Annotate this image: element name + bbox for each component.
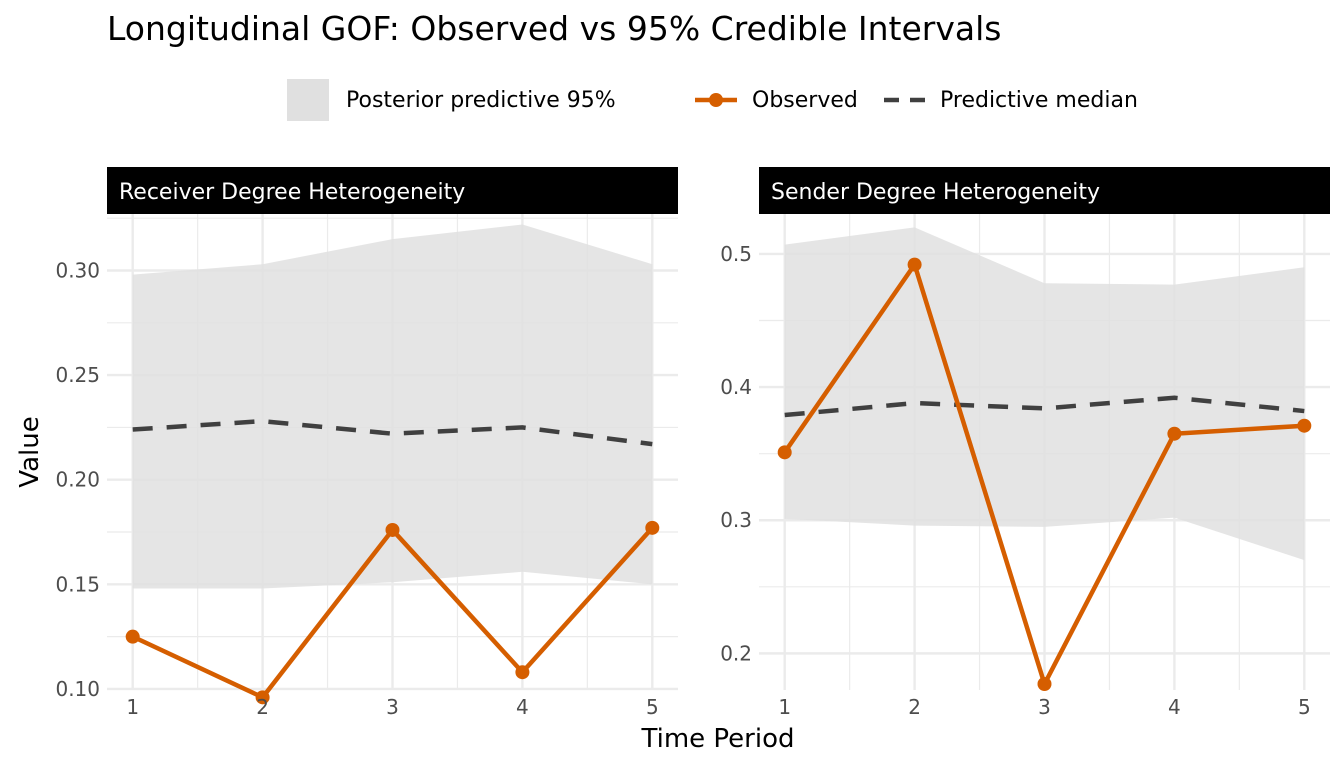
y-tick-label: 0.2 bbox=[720, 641, 752, 665]
legend-key-observed-point bbox=[709, 93, 723, 107]
x-tick-label: 4 bbox=[516, 695, 529, 719]
observed-point bbox=[255, 690, 270, 705]
y-tick-label: 0.25 bbox=[55, 363, 100, 387]
y-tick-label: 0.20 bbox=[55, 468, 100, 492]
chart-title: Longitudinal GOF: Observed vs 95% Credib… bbox=[107, 9, 1001, 48]
x-tick-label: 5 bbox=[646, 695, 659, 719]
y-tick-label: 0.4 bbox=[720, 375, 752, 399]
observed-point bbox=[1037, 677, 1052, 692]
x-tick-label: 1 bbox=[126, 695, 139, 719]
legend-label-observed: Observed bbox=[752, 88, 858, 113]
x-tick-label: 3 bbox=[1038, 695, 1051, 719]
y-tick-label: 0.5 bbox=[720, 242, 752, 266]
y-tick-label: 0.10 bbox=[55, 677, 100, 701]
y-tick-label: 0.3 bbox=[720, 508, 752, 532]
credible-band bbox=[132, 224, 653, 589]
observed-point bbox=[645, 520, 660, 535]
x-tick-label: 4 bbox=[1168, 695, 1181, 719]
panel-1: Receiver Degree Heterogeneity 0.10 0.15 0.2… bbox=[55, 167, 678, 719]
credible-band bbox=[784, 227, 1305, 561]
observed-point bbox=[1297, 418, 1312, 433]
panel-strip-label: Sender Degree Heterogeneity bbox=[771, 180, 1100, 205]
observed-point bbox=[907, 257, 922, 272]
legend: Posterior predictive 95% Observed Predic… bbox=[287, 79, 1138, 121]
observed-point bbox=[125, 629, 140, 644]
observed-point bbox=[515, 665, 530, 680]
y-axis-label: Value bbox=[15, 416, 45, 487]
panel-strip bbox=[759, 167, 1330, 214]
x-tick-label: 3 bbox=[386, 695, 399, 719]
x-tick-label: 1 bbox=[778, 695, 791, 719]
legend-label-median: Predictive median bbox=[940, 88, 1138, 113]
legend-label-band: Posterior predictive 95% bbox=[346, 88, 616, 113]
legend-key-band bbox=[287, 79, 329, 121]
x-tick-label: 5 bbox=[1298, 695, 1311, 719]
y-tick-label: 0.15 bbox=[55, 572, 100, 596]
x-axis-label: Time Period bbox=[641, 724, 795, 754]
observed-point bbox=[777, 445, 792, 460]
panel-strip bbox=[107, 167, 678, 214]
observed-point bbox=[1167, 426, 1182, 441]
x-tick-label: 2 bbox=[908, 695, 921, 719]
panel-strip-label: Receiver Degree Heterogeneity bbox=[119, 180, 465, 205]
median-line bbox=[132, 418, 653, 447]
x-tick-label: 2 bbox=[256, 695, 269, 719]
observed-point bbox=[385, 522, 400, 537]
panel-2: Sender Degree Heterogeneity 0.2 0.3 0.4 0.5 1… bbox=[720, 167, 1330, 719]
y-tick-label: 0.30 bbox=[55, 258, 100, 282]
median-line bbox=[784, 395, 1305, 418]
